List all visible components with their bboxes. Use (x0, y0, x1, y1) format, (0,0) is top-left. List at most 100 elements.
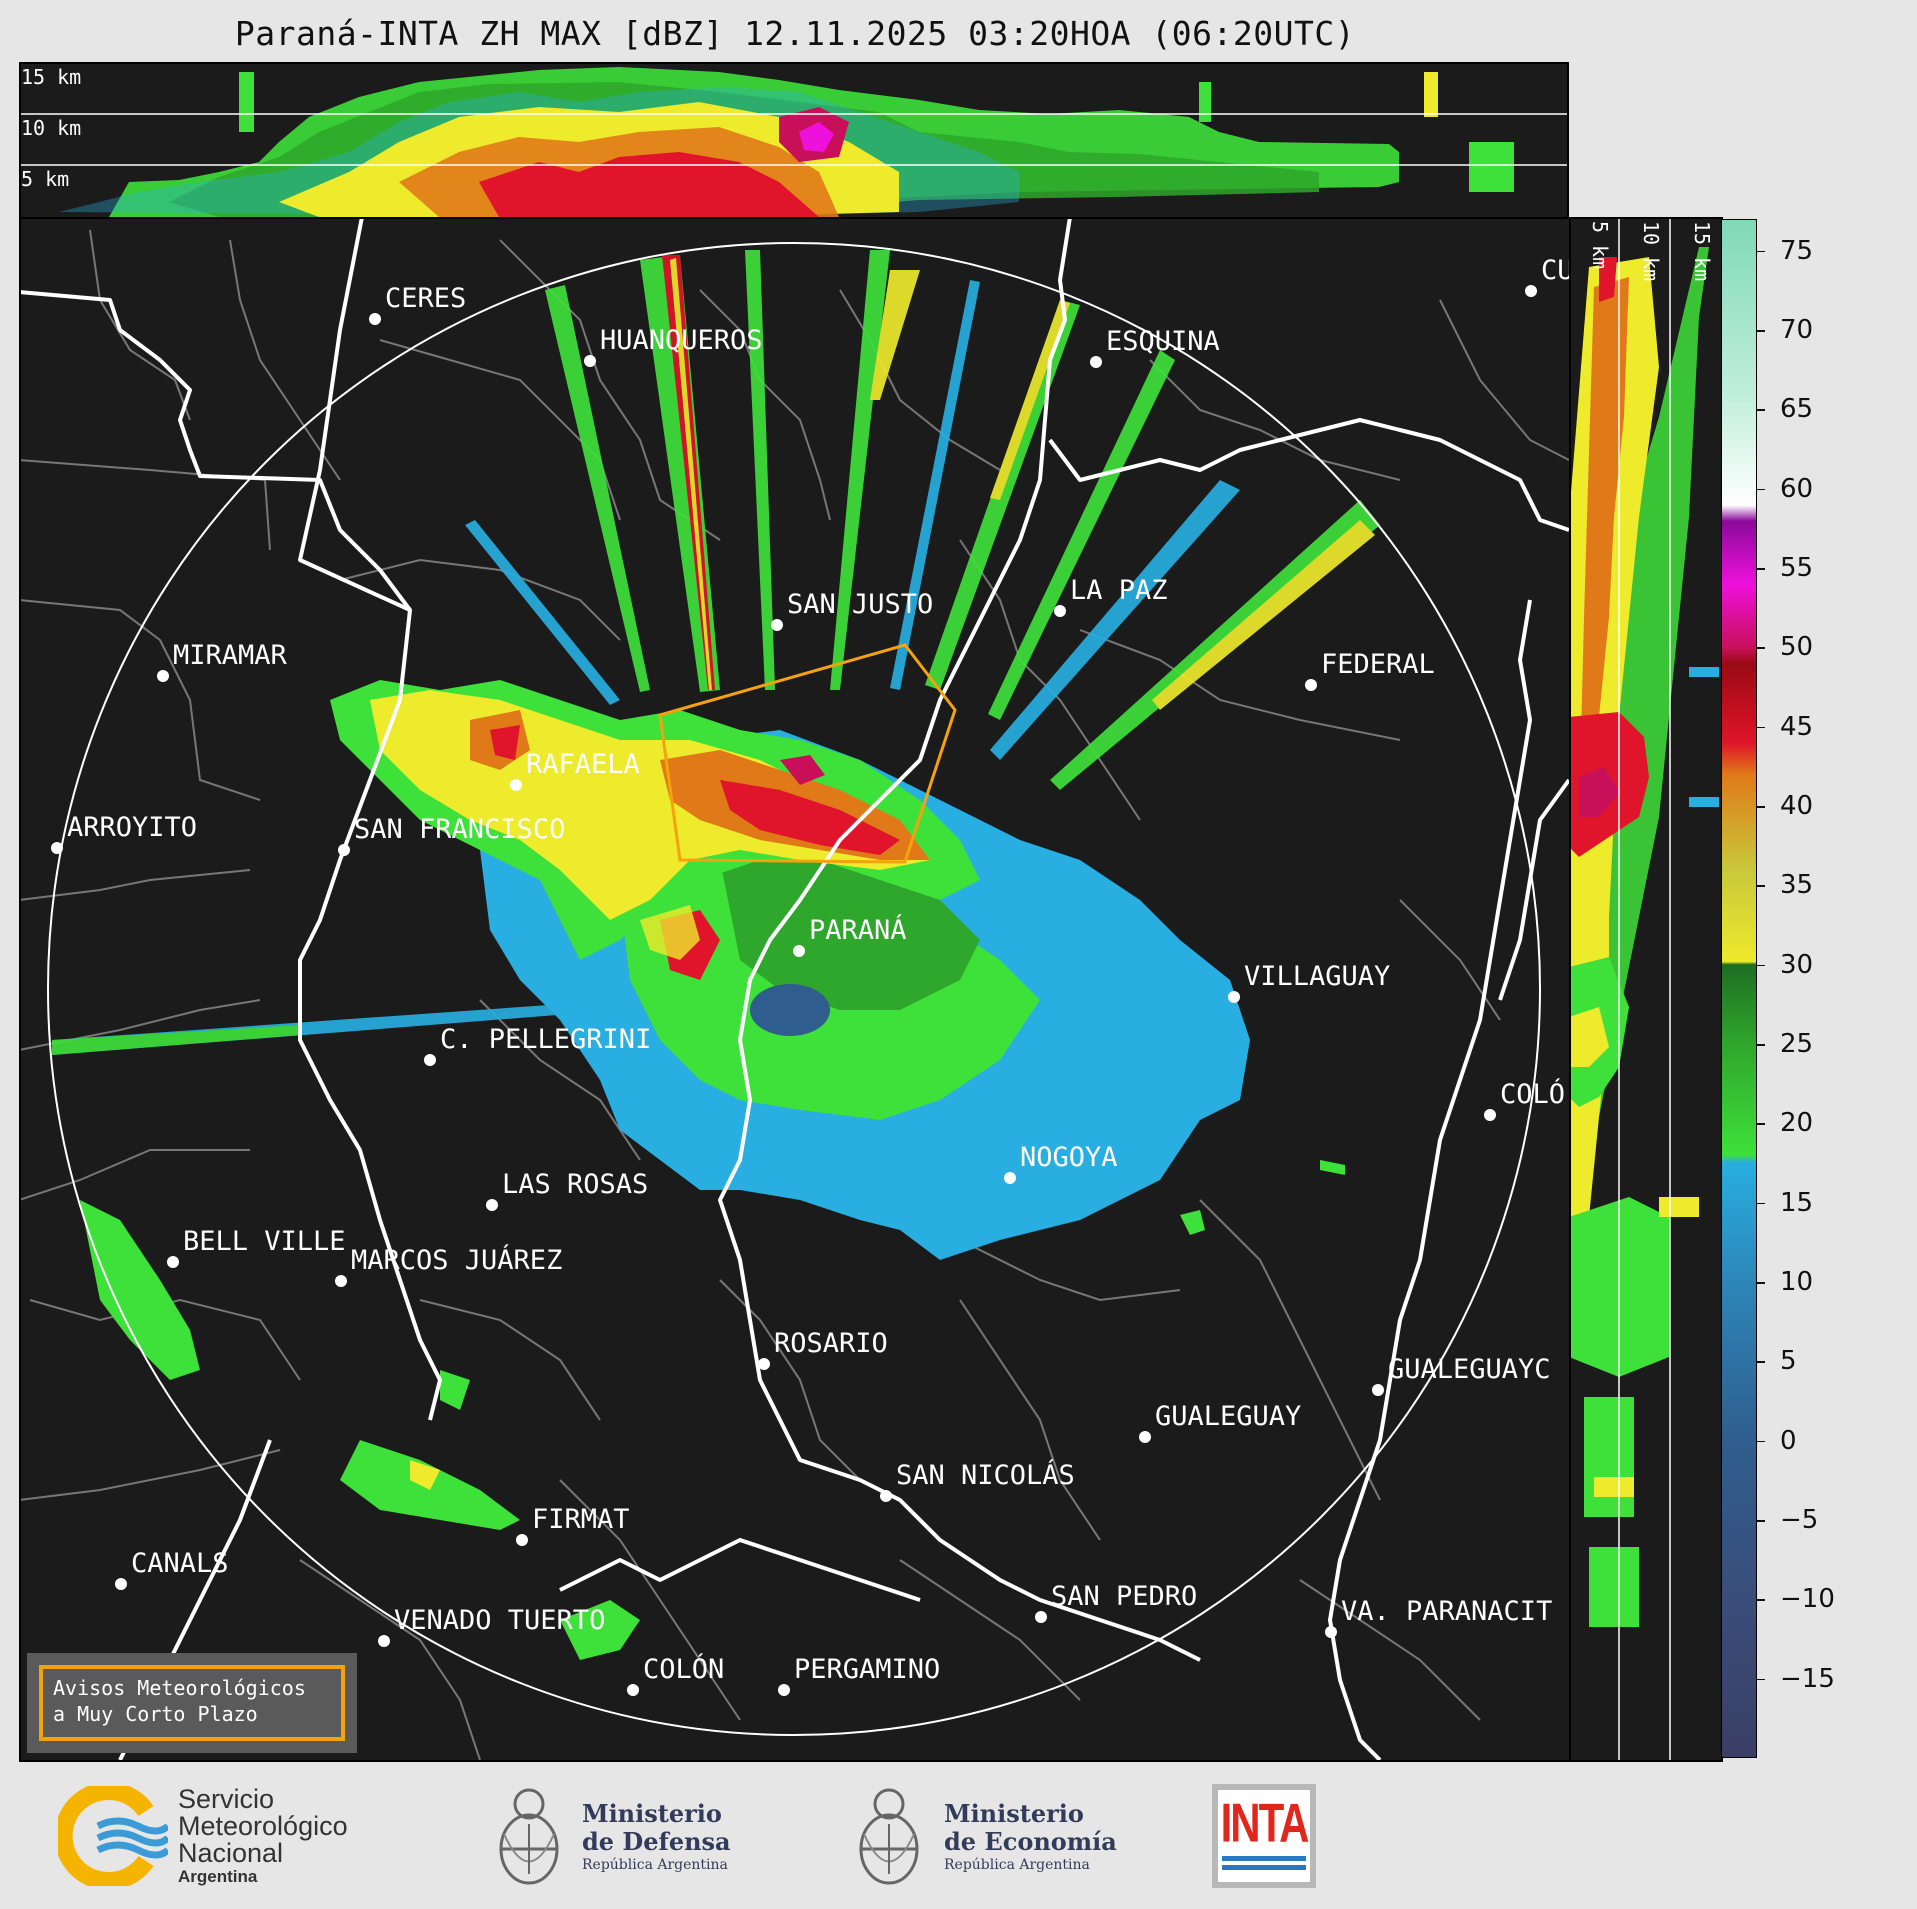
colorbar-tick-label: −10 (1780, 1584, 1835, 1615)
defensa-logo: Ministerio de Defensa República Argentin… (494, 1774, 754, 1899)
warning-legend-line-1: Avisos Meteorológicos (53, 1676, 306, 1700)
smn-emblem-icon (54, 1782, 171, 1890)
colorbar-tick (1757, 1361, 1765, 1363)
economia-line-1: Ministerio (944, 1799, 1084, 1828)
city-marker (167, 1256, 179, 1268)
national-shield-icon (499, 1788, 559, 1885)
city-label: MARCOS JUÁREZ (351, 1244, 562, 1276)
city-marker (51, 842, 63, 854)
radar-map: CERES HUANQUEROS ESQUINA CU SAN JUSTO LA PAZ M… (19, 217, 1569, 1760)
city-marker (1035, 1611, 1047, 1623)
colorbar-tick-label: 0 (1780, 1425, 1797, 1456)
range-ring (47, 242, 1541, 1736)
city-label: CU (1541, 255, 1569, 286)
colorbar-tick-label: 75 (1780, 235, 1814, 266)
economia-logo: Ministerio de Economía República Argenti… (854, 1774, 1134, 1899)
city-label: ROSARIO (774, 1328, 888, 1359)
city-label: ARROYITO (67, 812, 197, 843)
colorbar-tick (1757, 488, 1765, 491)
city-label: BELL VILLE (183, 1226, 346, 1257)
city-label: PARANÁ (809, 914, 907, 946)
colorbar-tick-label: 30 (1780, 949, 1814, 980)
city-marker (510, 779, 522, 791)
smn-logo: Servicio Meteorológico Nacional Argentin… (54, 1782, 358, 1890)
city-marker (1305, 679, 1317, 691)
city-marker (1139, 1431, 1151, 1443)
city-marker (1325, 1626, 1337, 1638)
top-cross-section: 15 km 10 km 5 km (19, 62, 1569, 217)
defensa-line-2: de Defensa (582, 1827, 731, 1856)
colorbar-tick-label: 5 (1780, 1346, 1797, 1377)
city-marker (378, 1635, 390, 1647)
colorbar-tick-label: 35 (1780, 870, 1814, 901)
top-level-5km: 5 km (21, 167, 69, 191)
province-borders (19, 217, 1569, 1760)
colorbar-tick (1757, 330, 1765, 332)
right-level-5km: 5 km (1588, 221, 1612, 269)
city-marker (1525, 285, 1537, 297)
smn-line-4: Argentina (178, 1867, 258, 1886)
city-label: GUALEGUAYC (1388, 1354, 1551, 1385)
colorbar-tick (1757, 964, 1765, 967)
city-label: MIRAMAR (173, 640, 288, 671)
footer-logos: Servicio Meteorológico Nacional Argentin… (0, 1762, 1917, 1909)
city-marker (115, 1578, 127, 1590)
city-marker (584, 355, 596, 367)
city-label: SAN NICOLÁS (896, 1459, 1075, 1491)
city-label: CERES (385, 283, 466, 314)
colorbar-tick (1757, 1678, 1765, 1681)
city-marker (1054, 605, 1066, 617)
colorbar-tick-label: 40 (1780, 791, 1814, 822)
city-label: VENADO TUERTO (394, 1605, 605, 1636)
city-marker (369, 313, 381, 325)
city-marker (758, 1358, 770, 1370)
city-marker (627, 1684, 639, 1696)
city-marker (424, 1054, 436, 1066)
top-cross-section-canvas: 15 km 10 km 5 km (19, 65, 1569, 217)
city-markers: CERES HUANQUEROS ESQUINA CU SAN JUSTO LA PAZ M… (51, 255, 1569, 1696)
city-marker (338, 844, 350, 856)
colorbar-tick (1757, 1044, 1765, 1046)
colorbar-tick-label: 65 (1780, 394, 1814, 425)
warning-legend-frame: Avisos Meteorológicos a Muy Corto Plazo (39, 1665, 345, 1741)
warning-legend-line-2: a Muy Corto Plazo (53, 1702, 258, 1726)
colorbar-tick (1757, 1123, 1765, 1125)
city-label: VA. PARANACIT (1341, 1596, 1552, 1627)
city-marker (1090, 356, 1102, 368)
city-label: SAN FRANCISCO (354, 814, 565, 845)
colorbar-tick-label: 10 (1780, 1267, 1814, 1298)
colorbar-tick (1757, 1599, 1765, 1601)
colorbar-tick (1757, 885, 1765, 887)
defensa-line-3: República Argentina (582, 1857, 728, 1873)
right-cross-section-echoes (1569, 247, 1719, 1627)
city-label: NOGOYA (1020, 1142, 1118, 1173)
inta-wordmark: INTA (1220, 1792, 1310, 1854)
economia-line-2: de Economía (944, 1827, 1117, 1856)
right-level-15km: 15 km (1690, 221, 1714, 281)
city-label: SAN JUSTO (787, 589, 933, 620)
top-cross-section-echoes (59, 67, 1514, 217)
national-shield-icon (859, 1788, 919, 1885)
city-label: HUANQUEROS (600, 325, 763, 356)
smn-line-3: Nacional (178, 1838, 284, 1868)
page-title: Paraná-INTA ZH MAX [dBZ] 12.11.2025 03:2… (234, 14, 1356, 53)
warning-polygon (658, 643, 957, 864)
colorbar-tick (1757, 726, 1765, 729)
colorbar-tick (1757, 647, 1765, 649)
city-marker (516, 1534, 528, 1546)
colorbar-tick (1757, 1440, 1765, 1443)
warning-legend: Avisos Meteorológicos a Muy Corto Plazo (27, 1653, 357, 1753)
colorbar-tick (1757, 409, 1765, 411)
city-label: LAS ROSAS (502, 1169, 648, 1200)
city-marker (778, 1684, 790, 1696)
right-level-10km: 10 km (1639, 221, 1663, 281)
city-marker (793, 945, 805, 957)
colorbar-tick-label: 25 (1780, 1029, 1814, 1060)
smn-line-1: Servicio (178, 1784, 275, 1814)
colorbar-tick (1757, 1520, 1765, 1522)
city-label: COLÓN (643, 1653, 724, 1685)
city-marker (880, 1490, 892, 1502)
economia-line-3: República Argentina (944, 1857, 1090, 1873)
top-level-10km: 10 km (21, 116, 81, 140)
colorbar-tick (1757, 568, 1765, 570)
